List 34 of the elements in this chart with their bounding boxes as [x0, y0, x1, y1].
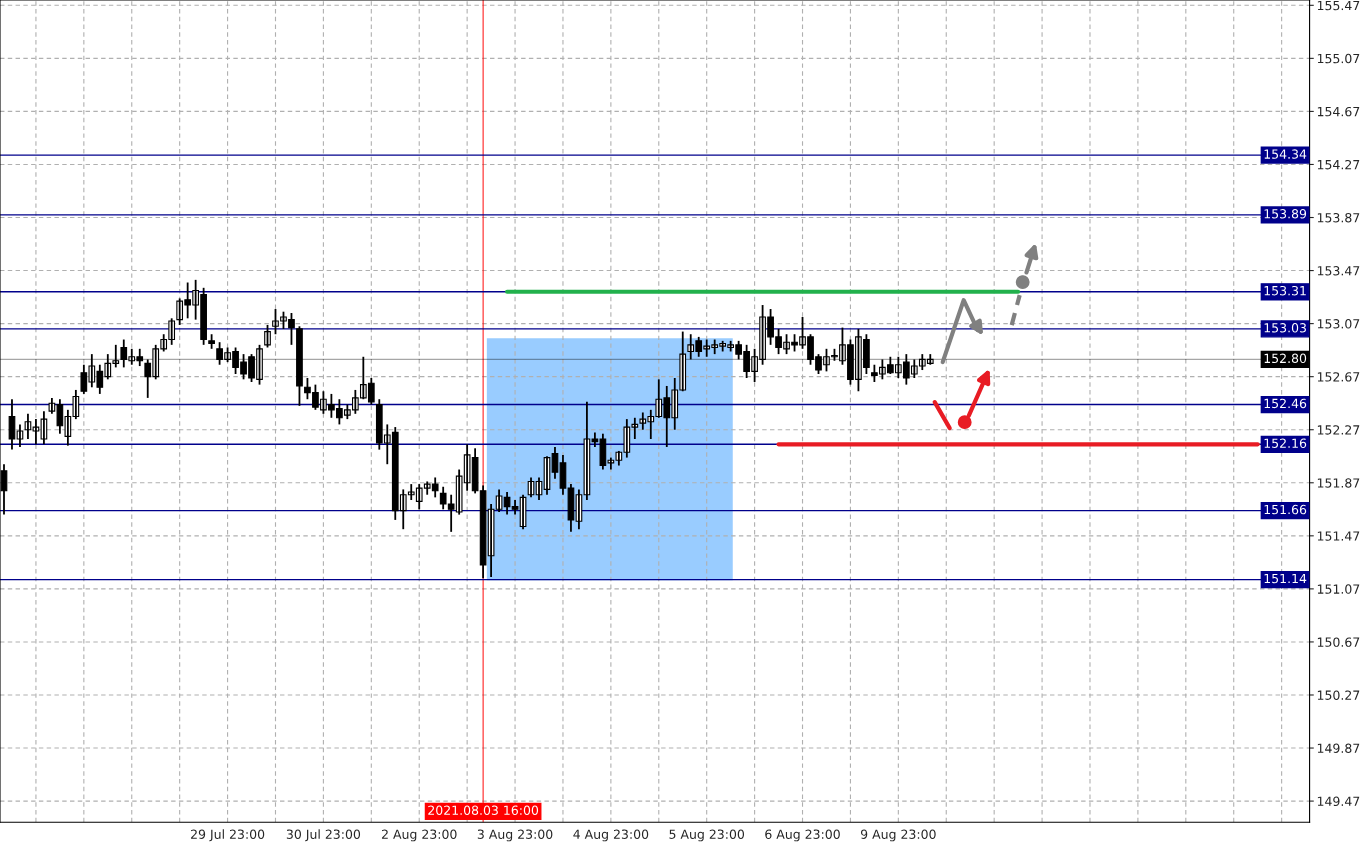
x-tick-label: 2021.08.03 16:00 — [428, 805, 539, 815]
y-tick-label: 153.07 — [1317, 319, 1360, 329]
y-tick-label: 149.47 — [1317, 796, 1360, 807]
y-tick-label: 149.87 — [1317, 743, 1360, 753]
x-tick-label: 29 Jul 23:00 — [191, 829, 265, 842]
y-tick-label: 152.27 — [1317, 425, 1360, 435]
x-tick-label: 3 Aug 23:00 — [477, 829, 553, 842]
ref-line-label: 153.89 — [1264, 209, 1307, 219]
y-tick-label: 154.27 — [1317, 159, 1360, 170]
ref-line-label: 152.80 — [1264, 353, 1307, 364]
y-tick-label: 151.07 — [1317, 584, 1360, 594]
y-tick-label: 154.67 — [1317, 106, 1360, 117]
ref-line-label: 152.16 — [1264, 438, 1307, 448]
y-tick-label: 153.87 — [1317, 212, 1360, 223]
y-tick-label: 153.47 — [1317, 266, 1360, 276]
y-tick-label: 151.87 — [1317, 478, 1360, 488]
ref-line-label: 152.46 — [1264, 398, 1307, 409]
ref-line-label: 153.03 — [1264, 323, 1306, 333]
y-tick-label: 155.07 — [1317, 53, 1360, 64]
ref-line-label: 151.14 — [1264, 573, 1307, 584]
x-tick-label: 6 Aug 23:00 — [765, 829, 840, 842]
x-tick-label: 4 Aug 23:00 — [573, 829, 649, 842]
ref-line-label: 153.31 — [1264, 285, 1306, 296]
ref-line-label: 151.66 — [1264, 504, 1307, 515]
y-tick-label: 152.67 — [1317, 372, 1360, 382]
x-tick-label: 2 Aug 23:00 — [381, 829, 457, 842]
y-tick-label: 150.27 — [1317, 690, 1360, 700]
y-tick-label: 155.47 — [1317, 0, 1360, 11]
y-tick-label: 150.67 — [1317, 637, 1360, 647]
x-tick-label: 9 Aug 23:00 — [860, 829, 936, 842]
x-tick-label: 5 Aug 23:00 — [669, 829, 745, 842]
ref-line-label: 154.34 — [1264, 149, 1307, 159]
y-tick-label: 151.47 — [1317, 531, 1360, 541]
x-tick-label: 30 Jul 23:00 — [286, 829, 361, 842]
